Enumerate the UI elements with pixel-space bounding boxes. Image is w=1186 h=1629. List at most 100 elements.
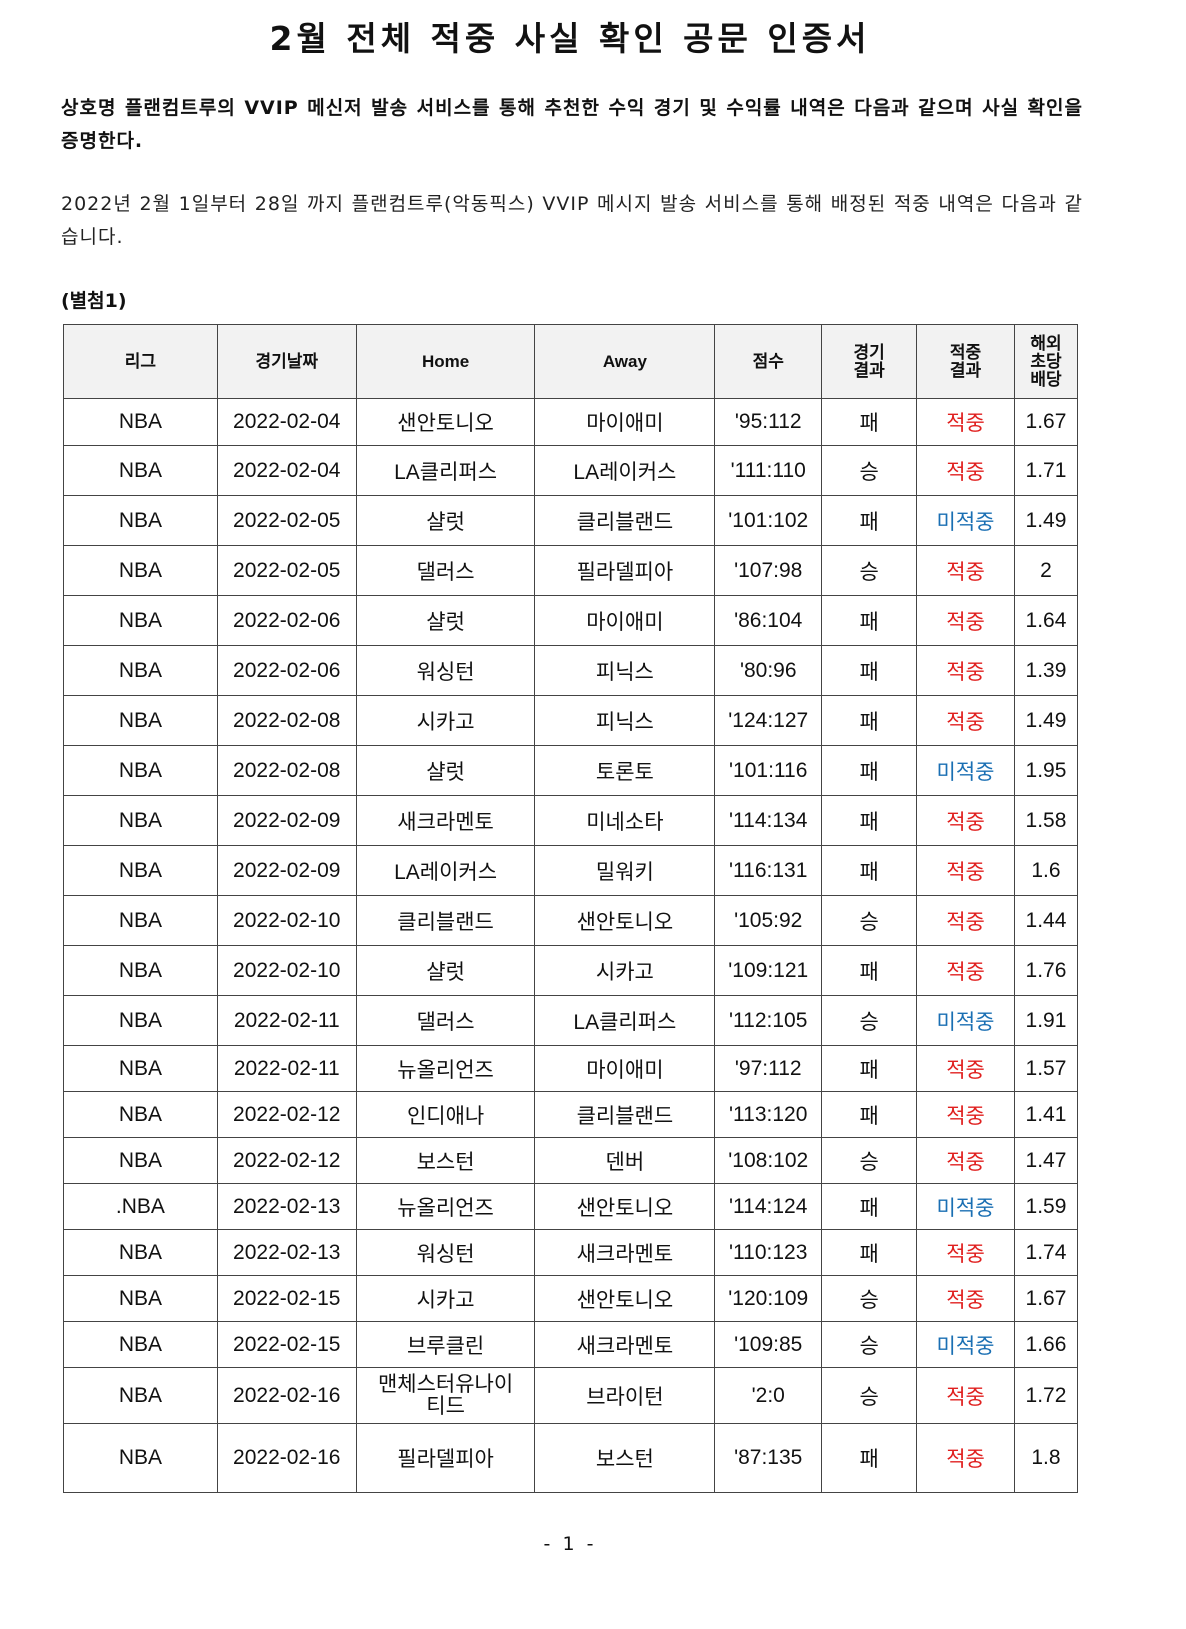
cell-hit-result: 적중 bbox=[916, 1367, 1015, 1424]
cell-game-result: 패 bbox=[821, 845, 918, 896]
cell-league: NBA bbox=[63, 845, 218, 896]
cell-date: 2022-02-12 bbox=[216, 1137, 357, 1184]
cell-date: 2022-02-13 bbox=[216, 1183, 357, 1230]
cell-home: 샬럿 bbox=[355, 745, 536, 796]
cell-away: 미네소타 bbox=[534, 795, 716, 846]
cell-score: '86:104 bbox=[714, 595, 823, 646]
cell-date: 2022-02-06 bbox=[216, 595, 357, 646]
cell-score: '109:85 bbox=[714, 1321, 823, 1368]
cell-away: 브라이턴 bbox=[534, 1367, 716, 1424]
cell-home: 샬럿 bbox=[355, 495, 536, 546]
cell-home: 댈러스 bbox=[355, 995, 536, 1046]
cell-away: 덴버 bbox=[534, 1137, 716, 1184]
cell-odds: 1.44 bbox=[1013, 895, 1079, 946]
cell-league: NBA bbox=[63, 645, 218, 696]
cell-hit-result: 적중 bbox=[916, 945, 1015, 996]
cell-game-result: 패 bbox=[821, 645, 918, 696]
cell-hit-result: 적중 bbox=[916, 1423, 1015, 1493]
cell-odds: 1.59 bbox=[1013, 1183, 1079, 1230]
cell-league: NBA bbox=[63, 995, 218, 1046]
cell-hit-result: 적중 bbox=[916, 895, 1015, 946]
cell-odds: 1.49 bbox=[1013, 695, 1079, 746]
table-row: NBA 2022-02-15 브루클린 새크라멘토 '109:85 승 미적중 1.66 bbox=[63, 1321, 1079, 1368]
cell-odds: 1.74 bbox=[1013, 1229, 1079, 1276]
cell-away: 샌안토니오 bbox=[534, 1275, 716, 1322]
cell-score: '114:134 bbox=[714, 795, 823, 846]
cell-league: NBA bbox=[63, 545, 218, 596]
cell-away: 시카고 bbox=[534, 945, 716, 996]
header-home: Home bbox=[355, 324, 536, 399]
cell-score: '113:120 bbox=[714, 1091, 823, 1138]
cell-date: 2022-02-15 bbox=[216, 1275, 357, 1322]
cell-hit-result: 적중 bbox=[916, 1091, 1015, 1138]
cell-date: 2022-02-04 bbox=[216, 445, 357, 496]
header-date: 경기날짜 bbox=[216, 324, 357, 399]
period-paragraph: 2022년 2월 1일부터 28일 까지 플랜컴트루(악동픽스) VVIP 메시… bbox=[61, 193, 1083, 248]
cell-hit-result: 적중 bbox=[916, 645, 1015, 696]
cell-date: 2022-02-15 bbox=[216, 1321, 357, 1368]
cell-game-result: 패 bbox=[821, 945, 918, 996]
cell-hit-result: 적중 bbox=[916, 545, 1015, 596]
header-game-result: 경기 결과 bbox=[821, 324, 918, 399]
cell-hit-result: 적중 bbox=[916, 595, 1015, 646]
table-row: NBA 2022-02-05 댈러스 필라델피아 '107:98 승 적중 2 bbox=[63, 545, 1079, 596]
cell-odds: 1.41 bbox=[1013, 1091, 1079, 1138]
cell-away: 필라델피아 bbox=[534, 545, 716, 596]
cell-league: NBA bbox=[63, 945, 218, 996]
cell-away: 피닉스 bbox=[534, 645, 716, 696]
cell-odds: 1.72 bbox=[1013, 1367, 1079, 1424]
cell-home: 시카고 bbox=[355, 695, 536, 746]
cell-score: '111:110 bbox=[714, 445, 823, 496]
cell-score: '95:112 bbox=[714, 398, 823, 446]
page-number: - 1 - bbox=[543, 1533, 597, 1555]
cell-date: 2022-02-09 bbox=[216, 845, 357, 896]
cell-odds: 1.58 bbox=[1013, 795, 1079, 846]
cell-away: 클리블랜드 bbox=[534, 495, 716, 546]
cell-league: NBA bbox=[63, 1423, 218, 1493]
cell-away: 새크라멘토 bbox=[534, 1229, 716, 1276]
cell-odds: 1.66 bbox=[1013, 1321, 1079, 1368]
header-odds: 해외 초당 배당 bbox=[1013, 324, 1079, 399]
cell-away: 피닉스 bbox=[534, 695, 716, 746]
table-header-row: 리그 경기날짜 Home Away 점수 경기 결과 적중 결과 해외 초당 배당 bbox=[63, 324, 1079, 399]
cell-date: 2022-02-10 bbox=[216, 895, 357, 946]
cell-hit-result: 적중 bbox=[916, 1275, 1015, 1322]
cell-game-result: 패 bbox=[821, 495, 918, 546]
page-title: 2월 전체 적중 사실 확인 공문 인증서 bbox=[269, 19, 871, 58]
table-row: NBA 2022-02-08 시카고 피닉스 '124:127 패 적중 1.49 bbox=[63, 695, 1079, 746]
cell-hit-result: 미적중 bbox=[916, 745, 1015, 796]
cell-home: 시카고 bbox=[355, 1275, 536, 1322]
cell-game-result: 패 bbox=[821, 1183, 918, 1230]
cell-home: 브루클린 bbox=[355, 1321, 536, 1368]
cell-odds: 1.71 bbox=[1013, 445, 1079, 496]
cell-score: '120:109 bbox=[714, 1275, 823, 1322]
cell-game-result: 승 bbox=[821, 1321, 918, 1368]
table-row: NBA 2022-02-12 보스턴 덴버 '108:102 승 적중 1.47 bbox=[63, 1137, 1079, 1184]
table-row: NBA 2022-02-09 LA레이커스 밀워키 '116:131 패 적중 1.6 bbox=[63, 845, 1079, 896]
cell-home: 샬럿 bbox=[355, 945, 536, 996]
cell-league: NBA bbox=[63, 1321, 218, 1368]
cell-odds: 1.57 bbox=[1013, 1045, 1079, 1092]
cell-odds: 1.76 bbox=[1013, 945, 1079, 996]
header-score: 점수 bbox=[714, 324, 823, 399]
cell-league: NBA bbox=[63, 1137, 218, 1184]
header-away: Away bbox=[534, 324, 716, 399]
cell-date: 2022-02-12 bbox=[216, 1091, 357, 1138]
cell-odds: 1.49 bbox=[1013, 495, 1079, 546]
cell-hit-result: 미적중 bbox=[916, 495, 1015, 546]
cell-game-result: 승 bbox=[821, 1275, 918, 1322]
cell-score: '105:92 bbox=[714, 895, 823, 946]
cell-date: 2022-02-16 bbox=[216, 1367, 357, 1424]
table-row: NBA 2022-02-16 맨체스터유나이티드 브라이턴 '2:0 승 적중 1.72 bbox=[63, 1367, 1079, 1424]
cell-away: 토론토 bbox=[534, 745, 716, 796]
table-row: NBA 2022-02-12 인디애나 클리블랜드 '113:120 패 적중 1.41 bbox=[63, 1091, 1079, 1138]
cell-score: '101:116 bbox=[714, 745, 823, 796]
cell-odds: 1.67 bbox=[1013, 398, 1079, 446]
table-row: NBA 2022-02-04 샌안토니오 마이애미 '95:112 패 적중 1.67 bbox=[63, 398, 1079, 446]
cell-hit-result: 적중 bbox=[916, 1045, 1015, 1092]
cell-score: '97:112 bbox=[714, 1045, 823, 1092]
cell-score: '109:121 bbox=[714, 945, 823, 996]
cell-date: 2022-02-06 bbox=[216, 645, 357, 696]
table-row: NBA 2022-02-08 샬럿 토론토 '101:116 패 미적중 1.95 bbox=[63, 745, 1079, 796]
header-hit-result: 적중 결과 bbox=[916, 324, 1015, 399]
